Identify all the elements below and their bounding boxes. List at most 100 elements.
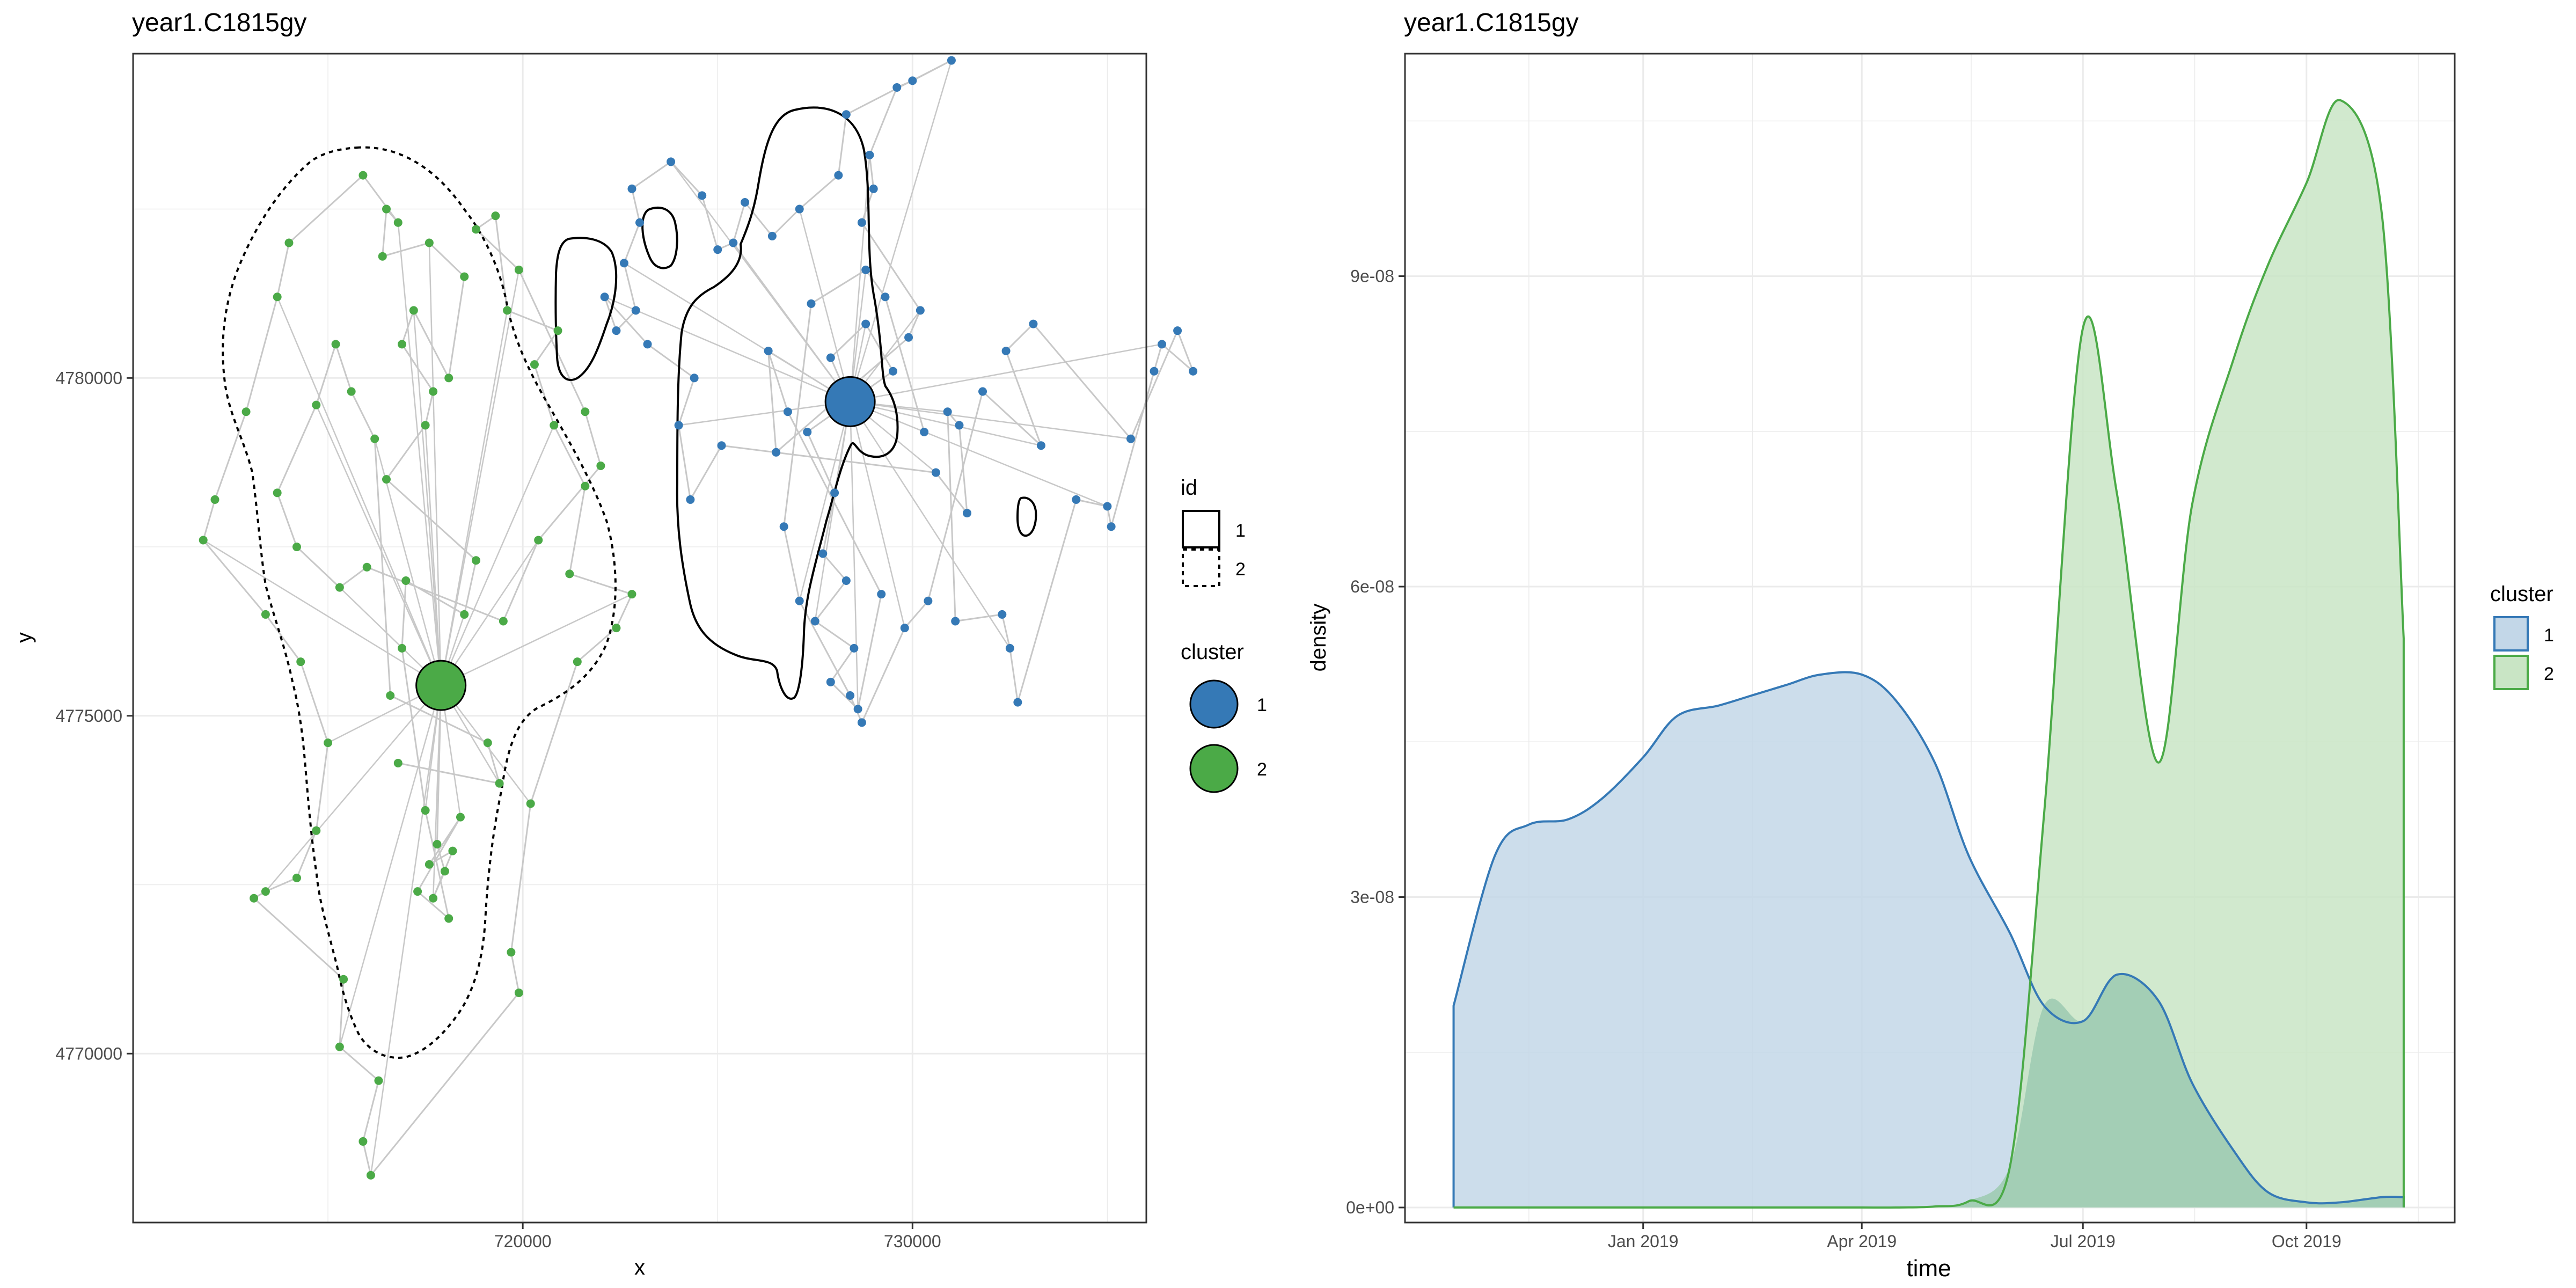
location-point-cluster-1 — [908, 76, 917, 85]
location-point-cluster-1 — [690, 374, 699, 383]
right-panel: year1.C1815gy Jan 2019 Apr 2019 Jul 2019 Oc… — [1307, 9, 2554, 1282]
legend-cluster-right-key-1 — [2493, 616, 2529, 652]
location-point-cluster-2 — [433, 839, 442, 848]
location-point-cluster-1 — [1150, 367, 1159, 376]
location-point-cluster-1 — [955, 421, 964, 430]
location-point-cluster-1 — [900, 624, 909, 633]
track-segment — [397, 222, 442, 686]
left-x-axis-label: x — [634, 1256, 645, 1279]
track-segment — [799, 401, 851, 602]
location-point-cluster-1 — [674, 421, 683, 430]
location-point-cluster-2 — [292, 873, 301, 882]
location-point-cluster-2 — [261, 887, 270, 896]
location-point-cluster-2 — [573, 657, 582, 667]
location-point-cluster-1 — [861, 265, 870, 274]
location-point-cluster-1 — [826, 353, 835, 362]
track-segment — [428, 243, 442, 686]
location-point-cluster-1 — [841, 110, 851, 119]
density-line-cluster-1 — [1452, 671, 2405, 1208]
location-point-cluster-1 — [686, 495, 695, 504]
location-point-cluster-1 — [1173, 326, 1182, 335]
left-plot-panel — [133, 54, 1146, 1223]
location-point-cluster-2 — [550, 421, 559, 430]
legend-id-title: id — [1181, 476, 1197, 500]
location-point-cluster-2 — [491, 211, 500, 221]
location-point-cluster-1 — [947, 56, 956, 65]
location-point-cluster-1 — [853, 705, 862, 714]
centroid-cluster-1 — [824, 376, 876, 427]
location-point-cluster-2 — [273, 488, 282, 497]
location-point-cluster-1 — [924, 596, 933, 605]
location-point-cluster-1 — [877, 590, 886, 599]
location-point-cluster-2 — [358, 171, 368, 180]
right-x-axis-label: time — [1906, 1255, 1951, 1282]
location-point-cluster-1 — [1189, 367, 1198, 376]
location-point-cluster-1 — [619, 259, 628, 268]
track-line-cluster-2 — [202, 174, 633, 1177]
location-point-cluster-2 — [382, 204, 391, 214]
location-point-cluster-2 — [499, 617, 508, 626]
left-y-tick-label: 4775000 — [55, 706, 122, 726]
left-y-axis: 4770000 4775000 4780000 — [55, 368, 133, 1063]
track-segment — [203, 539, 442, 686]
location-point-cluster-1 — [881, 292, 890, 302]
location-point-cluster-2 — [460, 272, 469, 281]
legend-cluster-right-title: cluster — [2490, 582, 2553, 606]
left-x-axis: 720000 730000 — [494, 1223, 941, 1251]
track-segment — [850, 401, 1131, 440]
location-point-cluster-2 — [398, 643, 407, 653]
location-point-cluster-1 — [612, 326, 621, 335]
location-point-cluster-1 — [857, 218, 866, 227]
location-point-cluster-2 — [472, 556, 481, 565]
track-segment — [814, 401, 851, 621]
location-point-cluster-1 — [818, 549, 828, 558]
legend-id-label-1: 1 — [1235, 521, 1246, 541]
legend-cluster-left-label-2: 2 — [1257, 759, 1267, 780]
location-point-cluster-2 — [581, 407, 590, 416]
location-point-cluster-1 — [795, 596, 804, 605]
location-point-cluster-2 — [409, 306, 418, 315]
location-point-cluster-1 — [857, 718, 866, 727]
location-point-cluster-1 — [729, 238, 738, 247]
location-point-cluster-1 — [807, 299, 816, 308]
location-point-cluster-2 — [292, 543, 301, 552]
location-point-cluster-1 — [834, 171, 843, 180]
location-point-cluster-2 — [553, 326, 562, 335]
location-point-cluster-1 — [998, 610, 1007, 619]
location-point-cluster-1 — [951, 617, 960, 626]
location-point-cluster-1 — [916, 306, 925, 315]
location-point-cluster-2 — [199, 536, 208, 545]
legend-cluster-right-label-2: 2 — [2544, 664, 2554, 684]
centroid-cluster-2 — [415, 660, 467, 711]
location-point-cluster-2 — [366, 1170, 375, 1180]
location-point-cluster-1 — [869, 184, 878, 193]
location-point-cluster-2 — [370, 434, 379, 443]
track-segment — [316, 405, 442, 686]
location-point-cluster-1 — [1013, 698, 1022, 707]
track-segment — [276, 296, 442, 686]
location-point-cluster-1 — [779, 522, 788, 531]
location-point-cluster-1 — [1036, 441, 1045, 450]
location-point-cluster-2 — [312, 400, 321, 409]
left-panel: year1.C1815gy 720000 730000 4770000 477500… — [12, 9, 1267, 1279]
location-point-cluster-1 — [600, 292, 609, 302]
density-area-cluster-2 — [1453, 100, 2404, 1208]
location-point-cluster-1 — [631, 306, 640, 315]
right-y-tick-label: 9e-08 — [1350, 267, 1394, 286]
right-y-tick-label: 6e-08 — [1350, 577, 1394, 596]
location-point-cluster-1 — [810, 617, 819, 626]
right-y-axis: 0e+00 3e-08 6e-08 9e-08 — [1346, 267, 1405, 1217]
location-point-cluster-1 — [1103, 502, 1112, 511]
left-y-tick-label: 4780000 — [55, 368, 122, 387]
location-point-cluster-2 — [335, 1042, 344, 1051]
location-point-cluster-2 — [514, 265, 523, 274]
location-point-cluster-1 — [1001, 346, 1011, 355]
location-point-cluster-1 — [698, 191, 707, 200]
right-x-tick-label: Oct 2019 — [2272, 1232, 2341, 1251]
legend-cluster-right: cluster 1 2 — [2490, 582, 2554, 690]
location-point-cluster-1 — [635, 218, 644, 227]
location-point-cluster-2 — [456, 813, 465, 822]
left-plot-title: year1.C1815gy — [132, 9, 307, 37]
location-point-cluster-2 — [284, 238, 294, 247]
legend-cluster-left-key-2 — [1189, 744, 1239, 793]
